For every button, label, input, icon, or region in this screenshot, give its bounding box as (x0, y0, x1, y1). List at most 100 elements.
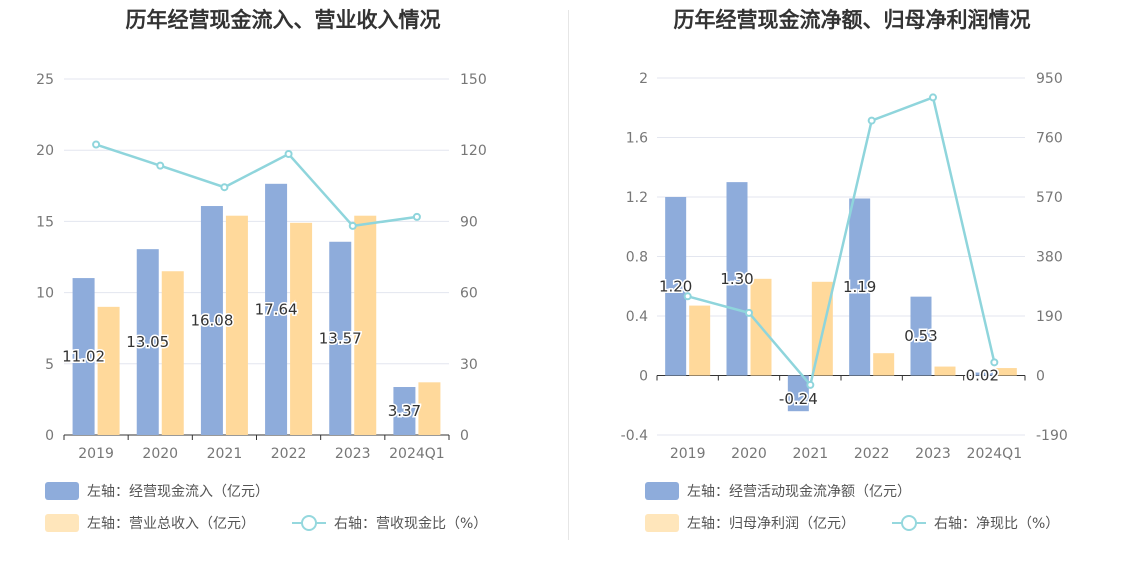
bar-data-label: 1.30 (720, 270, 753, 288)
bar-data-label: 0.53 (904, 327, 937, 345)
line-point (348, 221, 357, 230)
legend-label: 左轴：经营活动现金流净额（亿元） (687, 484, 911, 500)
legend-line-marker (892, 514, 926, 532)
bar-data-label: 11.02 (62, 348, 105, 366)
chart-panel-cash-inflow-revenue: 历年经营现金流入、营业收入情况 0 5 10 15 20 25 0 30 60 90 120 150 2… (0, 0, 566, 582)
y-right-tick-label: 30 (460, 357, 478, 373)
y-right-tick-label: 380 (1036, 250, 1063, 266)
x-tick-label: 2023 (915, 446, 951, 462)
line-point (990, 358, 999, 367)
x-tick-label: 2023 (335, 446, 371, 462)
bar-secondary (689, 305, 711, 376)
bar-data-label: 1.19 (843, 278, 876, 296)
legend-label: 左轴：营业总收入（亿元） (87, 516, 255, 532)
legend-line-marker (292, 514, 326, 532)
line-point (92, 140, 101, 149)
legend-swatch (45, 482, 79, 500)
bar-primary (665, 197, 687, 376)
line-point (220, 183, 229, 192)
y-left-tick-label: 1.2 (626, 190, 648, 206)
y-left-tick-label: 0.8 (626, 250, 648, 266)
bar-primary (393, 387, 416, 435)
x-tick-label: 2024Q1 (967, 446, 1023, 462)
y-left-tick-label: 10 (36, 286, 54, 302)
bar-primary (849, 198, 871, 376)
y-right-tick-label: 60 (460, 286, 478, 302)
y-left-tick-label: 2 (639, 71, 648, 87)
line-point (284, 149, 293, 158)
legend-item-cash-inflow[interactable]: 左轴：经营现金流入（亿元） (45, 481, 269, 501)
bar-secondary (934, 366, 956, 376)
y-right-tick-label: 120 (460, 143, 487, 159)
legend-item-net-profit[interactable]: 左轴：归母净利润（亿元） (645, 513, 855, 533)
chart-panel-net-cashflow-profit: 历年经营现金流净额、归母净利润情况 -0.4 0 0.4 0.8 1.2 1.6 2 -190… (570, 0, 1134, 582)
bar-data-label: 0.02 (966, 367, 999, 385)
panel-divider (568, 10, 569, 540)
bar-secondary (873, 353, 895, 376)
bar-primary (910, 296, 932, 376)
chart-title: 历年经营现金流净额、归母净利润情况 (673, 8, 1031, 32)
line-series (95, 143, 418, 228)
line-point (867, 116, 876, 125)
y-left-tick-label: 0 (639, 369, 648, 385)
y-right-tick-label: 760 (1036, 131, 1063, 147)
y-left-tick-label: 0.4 (626, 309, 648, 325)
x-tick-label: 2020 (731, 446, 767, 462)
bar-data-label: 16.08 (190, 312, 233, 330)
x-tick-label: 2022 (271, 446, 307, 462)
legend-item-net-cashflow[interactable]: 左轴：经营活动现金流净额（亿元） (645, 481, 911, 501)
chart-svg: -0.4 0 0.4 0.8 1.2 1.6 2 -190 0 190 380 570 760 950 20… (621, 71, 1068, 462)
x-tick-label: 2024Q1 (389, 446, 445, 462)
y-left-tick-label: 20 (36, 143, 54, 159)
y-right-tick-label: 190 (1036, 309, 1063, 325)
chart-svg: 0 5 10 15 20 25 0 30 60 90 120 150 2019 2020 2021 2022 2… (36, 72, 487, 462)
x-tick-label: 2022 (854, 446, 890, 462)
line-point (683, 292, 692, 301)
y-left-tick-label: -0.4 (621, 428, 648, 444)
y-right-tick-label: 0 (1036, 369, 1045, 385)
x-tick-label: 2020 (142, 446, 178, 462)
y-right-tick-label: 0 (460, 428, 469, 444)
bar-data-label: 13.05 (126, 333, 169, 351)
bar-data-label: -0.24 (779, 390, 818, 408)
legend-swatch (45, 514, 79, 532)
bar-secondary (418, 382, 441, 435)
y-left-tick-label: 5 (45, 357, 54, 373)
bar-data-label: 1.20 (659, 277, 692, 295)
bar-primary (265, 183, 288, 435)
bar-data-label: 3.37 (388, 402, 421, 420)
legend-item-revenue[interactable]: 左轴：营业总收入（亿元） (45, 513, 255, 533)
line-point (156, 161, 165, 170)
bar-primary (136, 249, 159, 435)
bar-secondary (995, 368, 1017, 376)
bar-primary (200, 206, 223, 435)
line-point (806, 380, 815, 389)
bar-secondary (97, 306, 120, 435)
y-left-tick-label: 25 (36, 72, 54, 88)
line-series (687, 95, 996, 388)
legend-label: 右轴：营收现金比（%） (334, 516, 488, 532)
bar-primary (72, 278, 95, 435)
legend-swatch (645, 482, 679, 500)
y-right-tick-label: 150 (460, 72, 487, 88)
legend-item-cash-ratio[interactable]: 右轴：营收现金比（%） (292, 513, 487, 533)
legend-label: 左轴：经营现金流入（亿元） (87, 484, 269, 500)
y-left-tick-label: 15 (36, 214, 54, 230)
x-tick-label: 2021 (793, 446, 829, 462)
bar-primary (787, 375, 809, 412)
legend-label: 右轴：净现比（%） (934, 516, 1060, 532)
legend-item-net-cash-ratio[interactable]: 右轴：净现比（%） (892, 513, 1059, 533)
legend-label: 左轴：归母净利润（亿元） (687, 516, 855, 532)
line-point (412, 212, 421, 221)
bar-data-label: 17.64 (255, 300, 298, 318)
bar-secondary (225, 215, 248, 435)
bar-secondary (161, 271, 184, 435)
y-right-tick-label: -190 (1036, 428, 1068, 444)
bar-primary (329, 241, 352, 435)
chart-title: 历年经营现金流入、营业收入情况 (125, 8, 441, 32)
x-tick-label: 2019 (78, 446, 114, 462)
bar-data-label: 13.57 (319, 329, 362, 347)
x-tick-label: 2021 (207, 446, 243, 462)
line-point (929, 93, 937, 102)
line-point (745, 308, 753, 317)
